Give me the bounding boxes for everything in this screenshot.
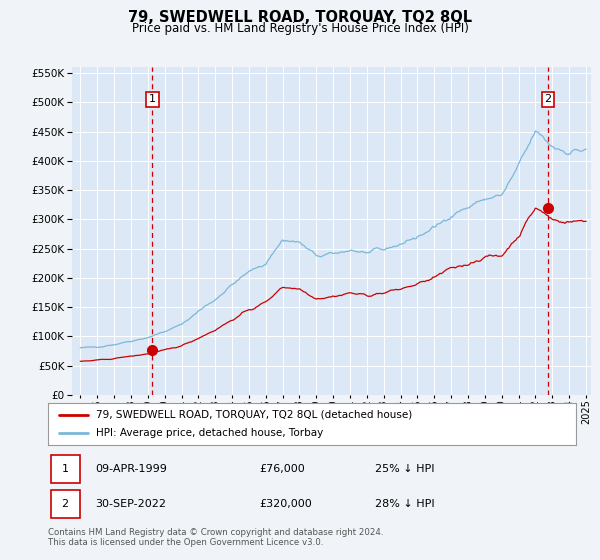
Text: £76,000: £76,000 bbox=[259, 464, 305, 474]
Text: HPI: Average price, detached house, Torbay: HPI: Average price, detached house, Torb… bbox=[95, 428, 323, 438]
Text: 09-APR-1999: 09-APR-1999 bbox=[95, 464, 167, 474]
Bar bbox=[50, 490, 80, 517]
Text: 79, SWEDWELL ROAD, TORQUAY, TQ2 8QL (detached house): 79, SWEDWELL ROAD, TORQUAY, TQ2 8QL (det… bbox=[95, 410, 412, 420]
Text: Contains HM Land Registry data © Crown copyright and database right 2024.
This d: Contains HM Land Registry data © Crown c… bbox=[48, 528, 383, 547]
Text: 1: 1 bbox=[62, 464, 68, 474]
Text: 25% ↓ HPI: 25% ↓ HPI bbox=[376, 464, 435, 474]
Text: 79, SWEDWELL ROAD, TORQUAY, TQ2 8QL: 79, SWEDWELL ROAD, TORQUAY, TQ2 8QL bbox=[128, 10, 472, 25]
Text: £320,000: £320,000 bbox=[259, 499, 312, 508]
Text: 28% ↓ HPI: 28% ↓ HPI bbox=[376, 499, 435, 508]
Bar bbox=[50, 455, 80, 483]
Text: 2: 2 bbox=[62, 499, 69, 508]
Text: 2: 2 bbox=[544, 95, 551, 104]
Text: 1: 1 bbox=[149, 95, 156, 104]
Text: Price paid vs. HM Land Registry's House Price Index (HPI): Price paid vs. HM Land Registry's House … bbox=[131, 22, 469, 35]
Text: 30-SEP-2022: 30-SEP-2022 bbox=[95, 499, 167, 508]
